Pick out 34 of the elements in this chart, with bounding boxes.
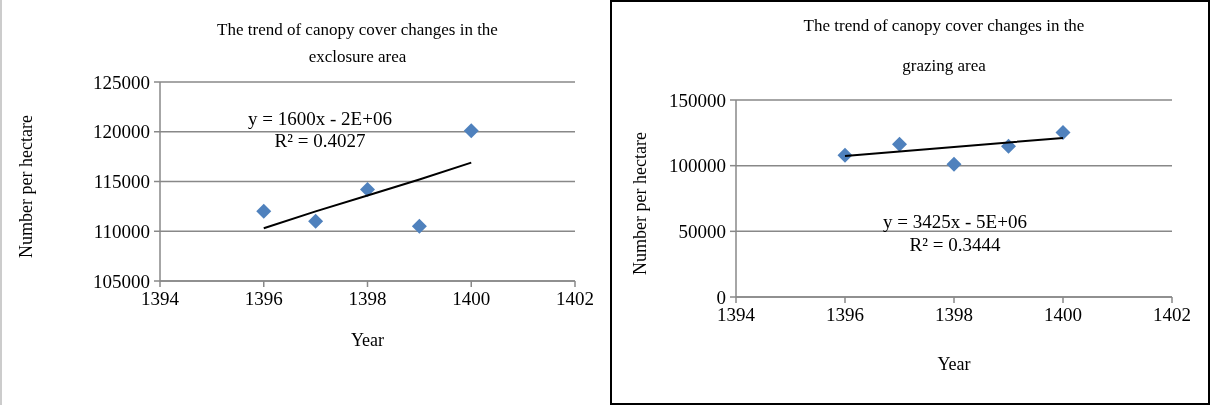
point bbox=[360, 181, 375, 197]
point bbox=[308, 213, 324, 229]
x-tick-label: 1402 bbox=[1153, 304, 1191, 325]
annotation: R² = 0.4027 bbox=[274, 129, 366, 151]
y-axis-title: Number per hectare bbox=[16, 115, 37, 258]
point bbox=[411, 218, 427, 234]
y-tick-label: 110000 bbox=[93, 220, 150, 242]
x-tick-label: 1402 bbox=[556, 288, 594, 309]
x-tick-label: 1398 bbox=[348, 288, 387, 309]
x-tick-label: 1398 bbox=[935, 304, 973, 325]
x-tick-label: 1400 bbox=[452, 288, 491, 309]
x-tick-label: 1400 bbox=[1044, 304, 1082, 325]
chart-title: The trend of canopy cover changes in the grazing area bbox=[803, 16, 1085, 75]
y-tick-label: 125000 bbox=[93, 71, 150, 93]
point bbox=[946, 156, 962, 172]
point bbox=[1055, 124, 1071, 140]
y-tick-label: 120000 bbox=[93, 121, 150, 143]
annotation: R² = 0.3444 bbox=[909, 233, 1001, 255]
y-tick-label: 50000 bbox=[678, 220, 726, 242]
y-tick-label: 150000 bbox=[669, 89, 726, 111]
x-axis-title: Year bbox=[350, 330, 385, 350]
annotation: y = 3425x - 5E+06 bbox=[883, 210, 1027, 232]
line-series bbox=[262, 161, 473, 230]
x-axis-title: Year bbox=[937, 354, 971, 374]
y-tick-label: 115000 bbox=[93, 171, 150, 193]
y-tick-label: 100000 bbox=[669, 155, 726, 177]
y-axis-title: Number per hectare bbox=[630, 132, 651, 275]
point bbox=[892, 136, 907, 152]
point bbox=[463, 123, 479, 139]
x-tick-label: 1396 bbox=[244, 288, 283, 309]
x-tick-label: 1396 bbox=[826, 304, 864, 325]
chart-title: The trend of canopy cover changes in the exclosure area bbox=[217, 20, 498, 66]
annotation: y = 1600x - 2E+06 bbox=[248, 107, 392, 129]
point bbox=[256, 203, 272, 219]
